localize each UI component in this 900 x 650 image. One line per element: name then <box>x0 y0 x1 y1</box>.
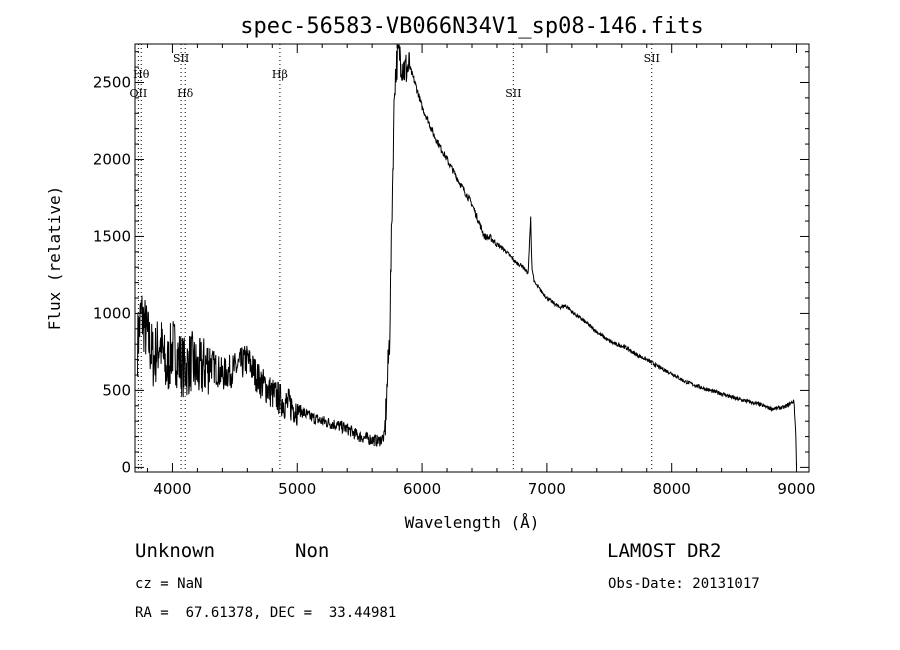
y-tick-label: 2000 <box>93 150 131 168</box>
x-tick-label: 9000 <box>777 480 815 498</box>
plot-frame <box>134 43 810 473</box>
subclass-label: Non <box>295 540 330 562</box>
line-marker-label: Hβ <box>272 68 288 81</box>
emission-line-markers: OII Hθ SII Hδ Hβ SII SII <box>130 44 660 472</box>
line-marker-label: Hθ <box>133 68 150 81</box>
survey-label: LAMOST DR2 <box>607 540 722 562</box>
class-label: Unknown <box>135 540 216 562</box>
line-marker-label: SII <box>505 87 521 100</box>
x-axis-label: Wavelength (Å) <box>405 513 540 532</box>
x-tick-label: 4000 <box>153 480 191 498</box>
x-tick-label: 5000 <box>278 480 316 498</box>
plot-border <box>134 43 810 473</box>
spectrum-line <box>137 44 797 468</box>
x-tick-label: 6000 <box>403 480 441 498</box>
y-tick-label: 1000 <box>93 304 131 322</box>
y-axis: 0 500 1000 1500 2000 2500 <box>93 51 809 476</box>
ra-dec: RA = 67.61378, DEC = 33.44981 <box>135 605 397 621</box>
y-axis-label: Flux (relative) <box>45 186 64 331</box>
chart-title: spec-56583-VB066N34V1_sp08-146.fits <box>240 14 704 39</box>
cz-value: cz = NaN <box>135 576 203 592</box>
y-tick-label: 0 <box>121 458 131 476</box>
y-tick-label: 500 <box>102 381 131 399</box>
y-tick-label: 2500 <box>93 73 131 91</box>
line-marker-label: SII <box>644 52 660 65</box>
line-marker-label: Hδ <box>177 87 194 100</box>
y-tick-label: 1500 <box>93 227 131 245</box>
x-tick-label: 8000 <box>653 480 691 498</box>
x-axis: 4000 5000 6000 7000 8000 9000 <box>146 44 816 498</box>
line-marker-label: SII <box>173 52 189 65</box>
x-tick-label: 7000 <box>528 480 566 498</box>
obs-date: Obs-Date: 20131017 <box>608 576 760 592</box>
line-marker-label: OII <box>130 87 148 100</box>
